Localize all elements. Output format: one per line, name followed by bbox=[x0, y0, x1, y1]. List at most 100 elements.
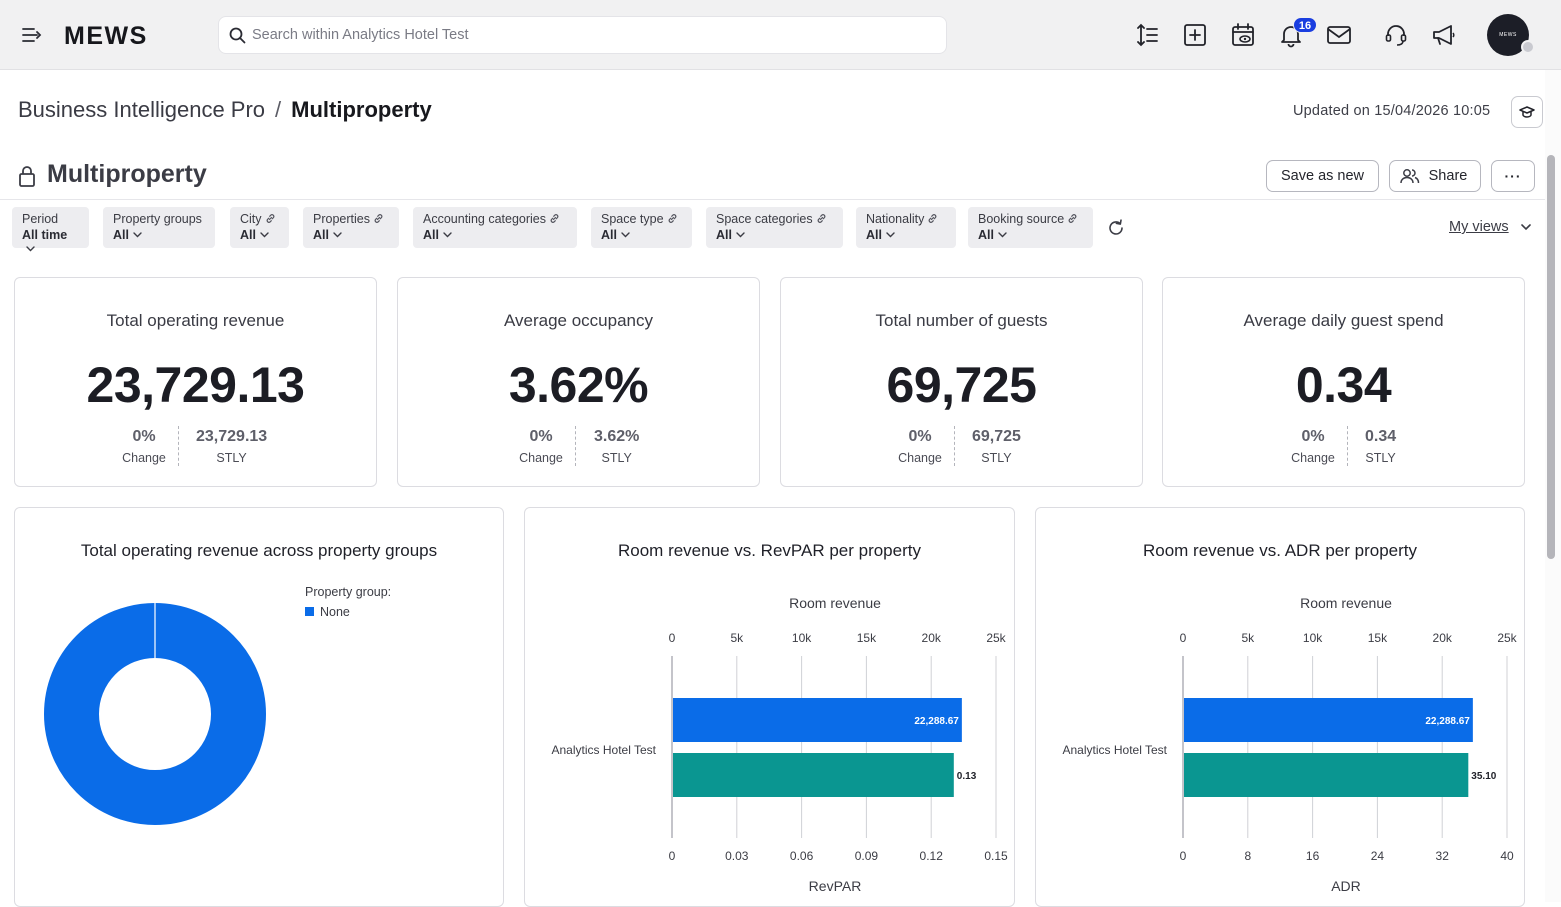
chevron-down-icon bbox=[26, 246, 35, 252]
kpi-title: Total operating revenue bbox=[106, 311, 285, 330]
bar-room-revenue[interactable] bbox=[673, 698, 962, 742]
filter-space-categories[interactable]: Space categories All bbox=[706, 207, 843, 248]
top-tick-label: 0 bbox=[669, 631, 676, 645]
filter-label-text: Nationality bbox=[866, 212, 925, 226]
kpi-title: Average occupancy bbox=[503, 311, 653, 330]
filter-nationality[interactable]: Nationality All bbox=[856, 207, 956, 248]
mail-icon[interactable] bbox=[1326, 22, 1352, 48]
kpi-divider bbox=[575, 426, 576, 466]
top-tick-label: 15k bbox=[1368, 631, 1388, 645]
top-tick-label: 10k bbox=[792, 631, 812, 645]
adr-bar-chart: Room revenue 0 5k 10k 15k 20k 25k 0 8 16 24 32 40 ADR… bbox=[1063, 595, 1518, 894]
lock-icon bbox=[19, 166, 35, 187]
top-tick-label: 25k bbox=[1497, 631, 1517, 645]
legend-item-none[interactable]: None bbox=[305, 605, 350, 619]
bar-adr[interactable] bbox=[1184, 753, 1469, 797]
filter-value: All bbox=[716, 228, 833, 242]
chevron-down-icon bbox=[736, 232, 745, 238]
kpi-card-average-daily-guest-spend[interactable]: Average daily guest spend 0.34 0% Change 0.3… bbox=[1162, 277, 1525, 487]
announcement-megaphone-icon[interactable] bbox=[1431, 22, 1457, 48]
header-divider bbox=[0, 199, 1546, 200]
kpi-value: 0.34 bbox=[1295, 357, 1392, 413]
kpi-change: 0% Change bbox=[1268, 428, 1358, 465]
kpi-change: 0% Change bbox=[99, 428, 189, 465]
filter-label-text: Booking source bbox=[978, 212, 1065, 226]
reset-filters-icon[interactable] bbox=[1106, 218, 1126, 238]
filter-value: All bbox=[423, 228, 567, 242]
users-share-icon bbox=[1400, 169, 1420, 184]
kpi-stly: 0.34 STLY bbox=[1365, 428, 1396, 465]
support-headset-icon[interactable] bbox=[1383, 22, 1409, 48]
filter-label-text: Accounting categories bbox=[423, 212, 546, 226]
filter-booking-source[interactable]: Booking source All bbox=[968, 207, 1093, 248]
kpi-change-value: 0% bbox=[132, 428, 156, 445]
bottom-tick-label: 24 bbox=[1371, 849, 1385, 863]
bottom-tick-label: 0 bbox=[1180, 849, 1187, 863]
top-tick-label: 25k bbox=[986, 631, 1006, 645]
bar-revpar[interactable] bbox=[673, 753, 954, 797]
filter-value: All bbox=[601, 228, 682, 242]
legend-swatch bbox=[305, 607, 314, 616]
chevron-down-icon bbox=[133, 232, 142, 238]
my-views-dropdown[interactable]: My views bbox=[1449, 219, 1509, 235]
share-label: Share bbox=[1428, 168, 1468, 184]
kpi-card-total-operating-revenue[interactable]: Total operating revenue 23,729.13 0% Change… bbox=[14, 277, 377, 487]
sort-icon[interactable] bbox=[1134, 22, 1160, 48]
bottom-tick-label: 0.06 bbox=[790, 849, 814, 863]
link-icon bbox=[374, 214, 383, 223]
filter-label: Properties bbox=[313, 212, 389, 226]
save-as-new-button[interactable]: Save as new bbox=[1266, 160, 1379, 192]
add-icon[interactable] bbox=[1182, 22, 1208, 48]
filter-period[interactable]: Period All time bbox=[12, 207, 89, 252]
menu-collapse-icon[interactable] bbox=[20, 24, 42, 46]
top-tick-label: 5k bbox=[1241, 631, 1255, 645]
filter-label: Booking source bbox=[978, 212, 1083, 226]
chart-title: Room revenue vs. RevPAR per property bbox=[618, 541, 921, 560]
breadcrumb-parent[interactable]: Business Intelligence Pro bbox=[18, 97, 266, 122]
filter-value-text: All bbox=[113, 228, 129, 242]
filter-properties[interactable]: Properties All bbox=[303, 207, 399, 248]
kpi-value: 69,725 bbox=[886, 357, 1037, 413]
filter-value: All bbox=[240, 228, 279, 242]
filter-city[interactable]: City All bbox=[230, 207, 289, 248]
breadcrumb: Business Intelligence Pro / Multiproperty bbox=[18, 97, 432, 123]
bottom-tick-label: 32 bbox=[1436, 849, 1450, 863]
kpi-change-label: Change bbox=[122, 451, 166, 465]
search-bar[interactable] bbox=[218, 16, 947, 54]
search-input[interactable] bbox=[252, 17, 932, 53]
chevron-down-icon bbox=[443, 232, 452, 238]
calendar-view-icon[interactable] bbox=[1230, 22, 1256, 48]
filter-value: All time bbox=[22, 228, 79, 256]
mews-logo[interactable]: MEWS bbox=[64, 22, 148, 50]
kpi-change-value: 0% bbox=[529, 428, 553, 445]
academy-button[interactable] bbox=[1511, 96, 1543, 128]
filter-accounting-categories[interactable]: Accounting categories All bbox=[413, 207, 577, 248]
share-button[interactable]: Share bbox=[1389, 160, 1481, 192]
adr-chart-panel: Room revenue vs. ADR per property Room r… bbox=[1035, 507, 1525, 907]
bottom-tick-label: 16 bbox=[1306, 849, 1320, 863]
bottom-tick-label: 0.09 bbox=[855, 849, 879, 863]
category-label: Analytics Hotel Test bbox=[1063, 743, 1168, 757]
kpi-card-total-number-of-guests[interactable]: Total number of guests 69,725 0% Change 69,7… bbox=[780, 277, 1143, 487]
kpi-stly-value: 69,725 bbox=[972, 428, 1021, 445]
chart-title: Total operating revenue across property … bbox=[80, 541, 438, 560]
chevron-down-icon bbox=[998, 232, 1007, 238]
filter-label-text: City bbox=[240, 212, 262, 226]
bottom-tick-label: 40 bbox=[1500, 849, 1514, 863]
scrollbar-thumb[interactable] bbox=[1547, 155, 1555, 559]
kpi-card-average-occupancy[interactable]: Average occupancy 3.62% 0% Change 3.62% STLY bbox=[397, 277, 760, 487]
filter-space-type[interactable]: Space type All bbox=[591, 207, 692, 248]
kpi-stly: 69,725 STLY bbox=[972, 428, 1021, 465]
kpi-stly-value: 0.34 bbox=[1365, 428, 1397, 445]
filter-value: All bbox=[313, 228, 389, 242]
top-tick-label: 10k bbox=[1303, 631, 1323, 645]
top-tick-label: 15k bbox=[857, 631, 877, 645]
bar-room-revenue[interactable] bbox=[1184, 698, 1473, 742]
filter-property-groups[interactable]: Property groups All bbox=[103, 207, 215, 248]
filter-label: City bbox=[240, 212, 279, 226]
kpi-title: Average daily guest spend bbox=[1243, 311, 1444, 330]
kpi-value: 3.62% bbox=[508, 357, 649, 413]
more-options-button[interactable]: ··· bbox=[1491, 160, 1535, 192]
chevron-down-icon[interactable] bbox=[1520, 222, 1532, 232]
kpi-stly-label: STLY bbox=[216, 451, 247, 465]
